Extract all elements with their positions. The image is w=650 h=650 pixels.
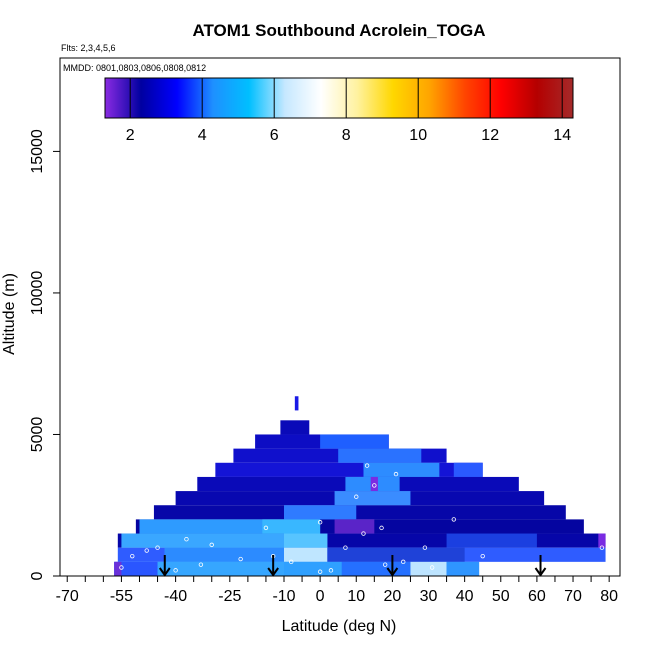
heatmap-patch xyxy=(114,561,122,576)
heatmap-patch xyxy=(262,519,321,534)
colorbar-bar xyxy=(104,77,574,119)
colorbar-tick-label: 8 xyxy=(342,127,351,144)
sample-point xyxy=(317,569,323,574)
sample-point xyxy=(198,562,204,567)
heatmap-patch xyxy=(341,561,411,576)
heatmap-patch xyxy=(453,462,483,477)
heatmap-patch xyxy=(446,561,480,576)
heatmap-patch xyxy=(446,533,537,548)
colorbar-tick-label: 6 xyxy=(270,127,279,144)
flights-annotation: Flts: 2,3,4,5,6 xyxy=(61,43,116,53)
heatmap-patch xyxy=(338,448,422,463)
heatmap-patch xyxy=(157,561,284,576)
sample-point xyxy=(451,517,457,522)
sample-point xyxy=(119,565,124,570)
x-tick-label: 40 xyxy=(456,588,474,605)
sample-point xyxy=(364,463,370,468)
sample-point xyxy=(155,545,160,550)
sample-point xyxy=(263,525,269,531)
sample-point xyxy=(209,542,214,548)
x-tick-label: 10 xyxy=(347,588,365,605)
y-axis-label: Altitude (m) xyxy=(1,273,18,355)
sample-point xyxy=(422,545,428,550)
x-axis-label: Latitude (deg N) xyxy=(282,618,397,635)
sample-point xyxy=(372,483,377,488)
heatmap-patch xyxy=(327,547,465,562)
heatmap-layer xyxy=(280,420,310,435)
x-tick-label: 60 xyxy=(528,588,546,605)
heatmap-layer xyxy=(294,396,299,411)
x-tick-label: -40 xyxy=(164,588,187,605)
y-axis: 0 5000 10000 15000 xyxy=(29,129,60,580)
colorbar-tick-label: 12 xyxy=(481,127,499,144)
sample-points xyxy=(119,415,605,574)
sample-point xyxy=(343,545,348,550)
profile-arrow-head xyxy=(267,567,279,577)
y-tick-label: 10000 xyxy=(29,271,46,316)
x-tick-label: 70 xyxy=(564,588,582,605)
sample-point xyxy=(354,494,359,499)
sample-point xyxy=(130,553,135,559)
heatmap-patch xyxy=(114,561,158,576)
sample-point xyxy=(328,568,334,573)
profile-arrow-head xyxy=(158,567,171,577)
x-tick-label: 50 xyxy=(492,588,510,605)
sample-point xyxy=(238,556,243,562)
sample-point xyxy=(299,415,305,420)
heatmap-patch xyxy=(320,434,389,449)
heatmap-patch xyxy=(284,533,328,548)
heatmap-patch xyxy=(284,547,328,562)
profile-arrows xyxy=(158,555,547,577)
x-tick-label: -70 xyxy=(56,588,79,605)
sample-point xyxy=(173,568,178,573)
plot-area-frame xyxy=(59,57,621,577)
heatmap-patch xyxy=(598,533,606,548)
x-tick-label: -25 xyxy=(218,588,241,605)
heatmap-layer xyxy=(153,505,566,520)
sample-point xyxy=(480,553,485,559)
y-tick-label: 5000 xyxy=(29,417,46,453)
heatmap-patch xyxy=(410,561,447,576)
sample-point xyxy=(144,548,149,553)
heatmap-layer xyxy=(215,462,483,477)
colorbar-tick-label: 2 xyxy=(126,127,135,144)
dates-annotation: MMDD: 0801,0803,0806,0808,0812 xyxy=(63,63,206,73)
colorbar-tick-label: 4 xyxy=(198,127,207,144)
sample-point xyxy=(379,525,384,531)
x-axis: -70 -55 -40 -25 -10 0 10 20 30 40 50 60 70 80 xyxy=(56,576,618,605)
x-tick-label: 30 xyxy=(420,588,438,605)
heatmap-patch xyxy=(284,505,357,520)
heatmap-patch xyxy=(334,491,411,506)
sample-point xyxy=(393,471,399,477)
heatmap-patch xyxy=(284,561,342,576)
sample-point xyxy=(599,545,605,550)
heatmap-patch xyxy=(121,533,328,548)
sample-point xyxy=(567,491,572,497)
x-tick-label: 20 xyxy=(383,588,401,605)
sample-point xyxy=(317,520,323,525)
x-tick-label: -10 xyxy=(272,588,295,605)
profile-arrow-head xyxy=(534,567,547,577)
chart-title: ATOM1 Southbound Acrolein_TOGA xyxy=(192,21,485,40)
colorbar-tick-label: 14 xyxy=(553,127,571,144)
sample-point xyxy=(401,559,406,565)
heatmap-layers xyxy=(114,396,606,576)
sample-point xyxy=(361,531,366,536)
sample-point xyxy=(382,562,388,567)
heatmap-patch xyxy=(334,519,375,534)
profile-arrow-head xyxy=(386,567,399,577)
colorbar: 2 4 6 8 10 12 14 xyxy=(104,77,574,144)
x-tick-label: 0 xyxy=(316,588,325,605)
sample-point xyxy=(541,483,547,488)
sample-point xyxy=(429,565,435,570)
heatmap-patch xyxy=(363,462,440,477)
sample-point xyxy=(289,559,294,565)
y-tick-label: 15000 xyxy=(29,129,46,174)
x-tick-label: -55 xyxy=(110,588,133,605)
sample-point xyxy=(184,537,189,542)
y-tick-label: 0 xyxy=(29,571,46,580)
colorbar-tick-label: 10 xyxy=(409,127,427,144)
x-tick-label: 80 xyxy=(600,588,618,605)
